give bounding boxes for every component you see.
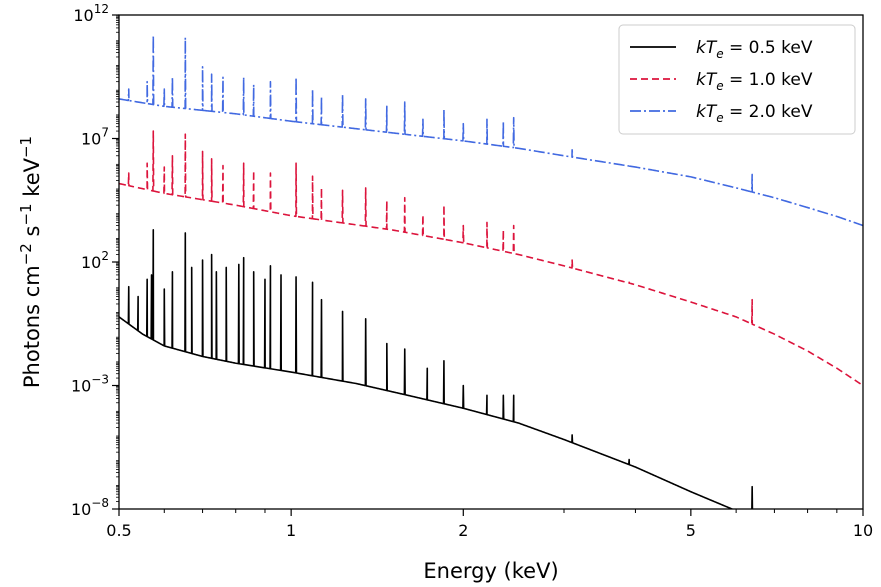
plot-area: [119, 34, 863, 509]
y-axis: 10−8 10−3 102 107 1012: [71, 2, 119, 519]
y-tick-label: 1012: [73, 2, 109, 25]
series-line-1: [119, 130, 863, 387]
y-axis-title-exponent: −1: [17, 203, 35, 225]
y-axis-title-part: Photons cm: [20, 265, 44, 388]
y-tick-label: 102: [81, 249, 109, 272]
y-tick-label: 10−3: [71, 373, 109, 396]
legend-label: kTe = 1.0 keV: [696, 70, 813, 93]
x-axis-title: Energy (keV): [423, 559, 558, 583]
x-axis: 0.5 1 2 5 10: [106, 509, 873, 540]
y-axis-title-exponent: −2: [17, 243, 35, 265]
series-line-2: [119, 34, 863, 227]
x-tick-label: 1: [286, 521, 296, 540]
y-axis-title-part: keV: [20, 157, 44, 203]
y-tick-label: 10−8: [71, 496, 109, 519]
y-axis-title: Photons cm−2 s−1 keV−1: [17, 136, 44, 388]
x-tick-label: 2: [458, 521, 468, 540]
y-axis-title-exponent: −1: [17, 136, 35, 158]
y-axis-title-part: s: [20, 226, 44, 244]
legend-label: kTe = 2.0 keV: [696, 102, 813, 125]
y-tick-label: 107: [81, 126, 109, 149]
x-tick-label: 5: [686, 521, 696, 540]
legend-label: kTe = 0.5 keV: [696, 38, 813, 61]
series-line-0: [119, 229, 754, 509]
x-tick-label: 10: [853, 521, 873, 540]
x-tick-label: 0.5: [106, 521, 131, 540]
legend: kTe = 0.5 keV kTe = 1.0 keV kTe = 2.0 keV: [618, 24, 856, 135]
legend-box: [618, 24, 856, 135]
